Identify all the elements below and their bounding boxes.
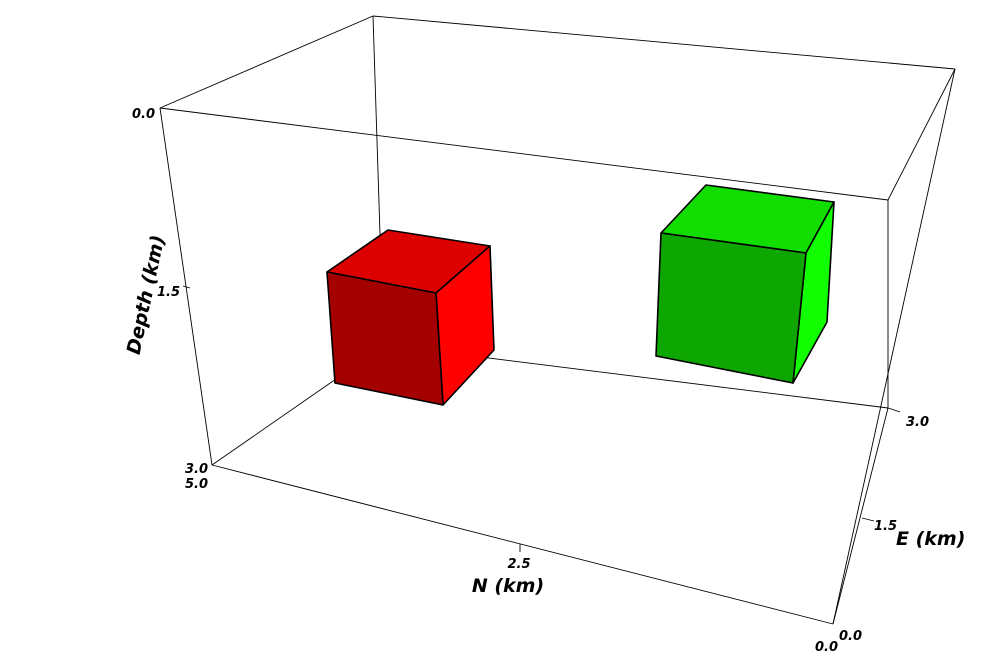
- box-edge: [887, 68, 956, 201]
- box-edge: [832, 68, 956, 625]
- box-edge: [159, 107, 889, 201]
- red-block[interactable]: [326, 229, 495, 406]
- red-block-front-face: [326, 271, 444, 406]
- north-tick-label: 5.0: [185, 477, 208, 492]
- tick-mark: [182, 285, 191, 289]
- east-tick-label: 0.0: [839, 629, 862, 644]
- box-edge: [832, 407, 889, 625]
- east-tick-label: 3.0: [906, 415, 929, 430]
- green-block[interactable]: [655, 184, 835, 384]
- north-tick-label: 0.0: [815, 640, 838, 655]
- north-tick-label: 2.5: [507, 557, 530, 572]
- east-axis-title: E (km): [896, 528, 965, 550]
- bounding-box: [159, 15, 956, 625]
- depth-tick-label: 0.0: [132, 107, 155, 122]
- north-axis-title: N (km): [472, 575, 544, 597]
- box-edge: [372, 15, 956, 70]
- depth-tick-label: 1.5: [157, 285, 180, 300]
- east-tick-label: 1.5: [874, 519, 897, 534]
- tick-mark: [861, 517, 875, 522]
- green-block-front-face: [655, 232, 807, 384]
- box-edge: [159, 15, 374, 109]
- tick-mark: [887, 407, 901, 413]
- box-edge: [211, 464, 834, 625]
- depth-tick-label: 3.0: [185, 462, 208, 477]
